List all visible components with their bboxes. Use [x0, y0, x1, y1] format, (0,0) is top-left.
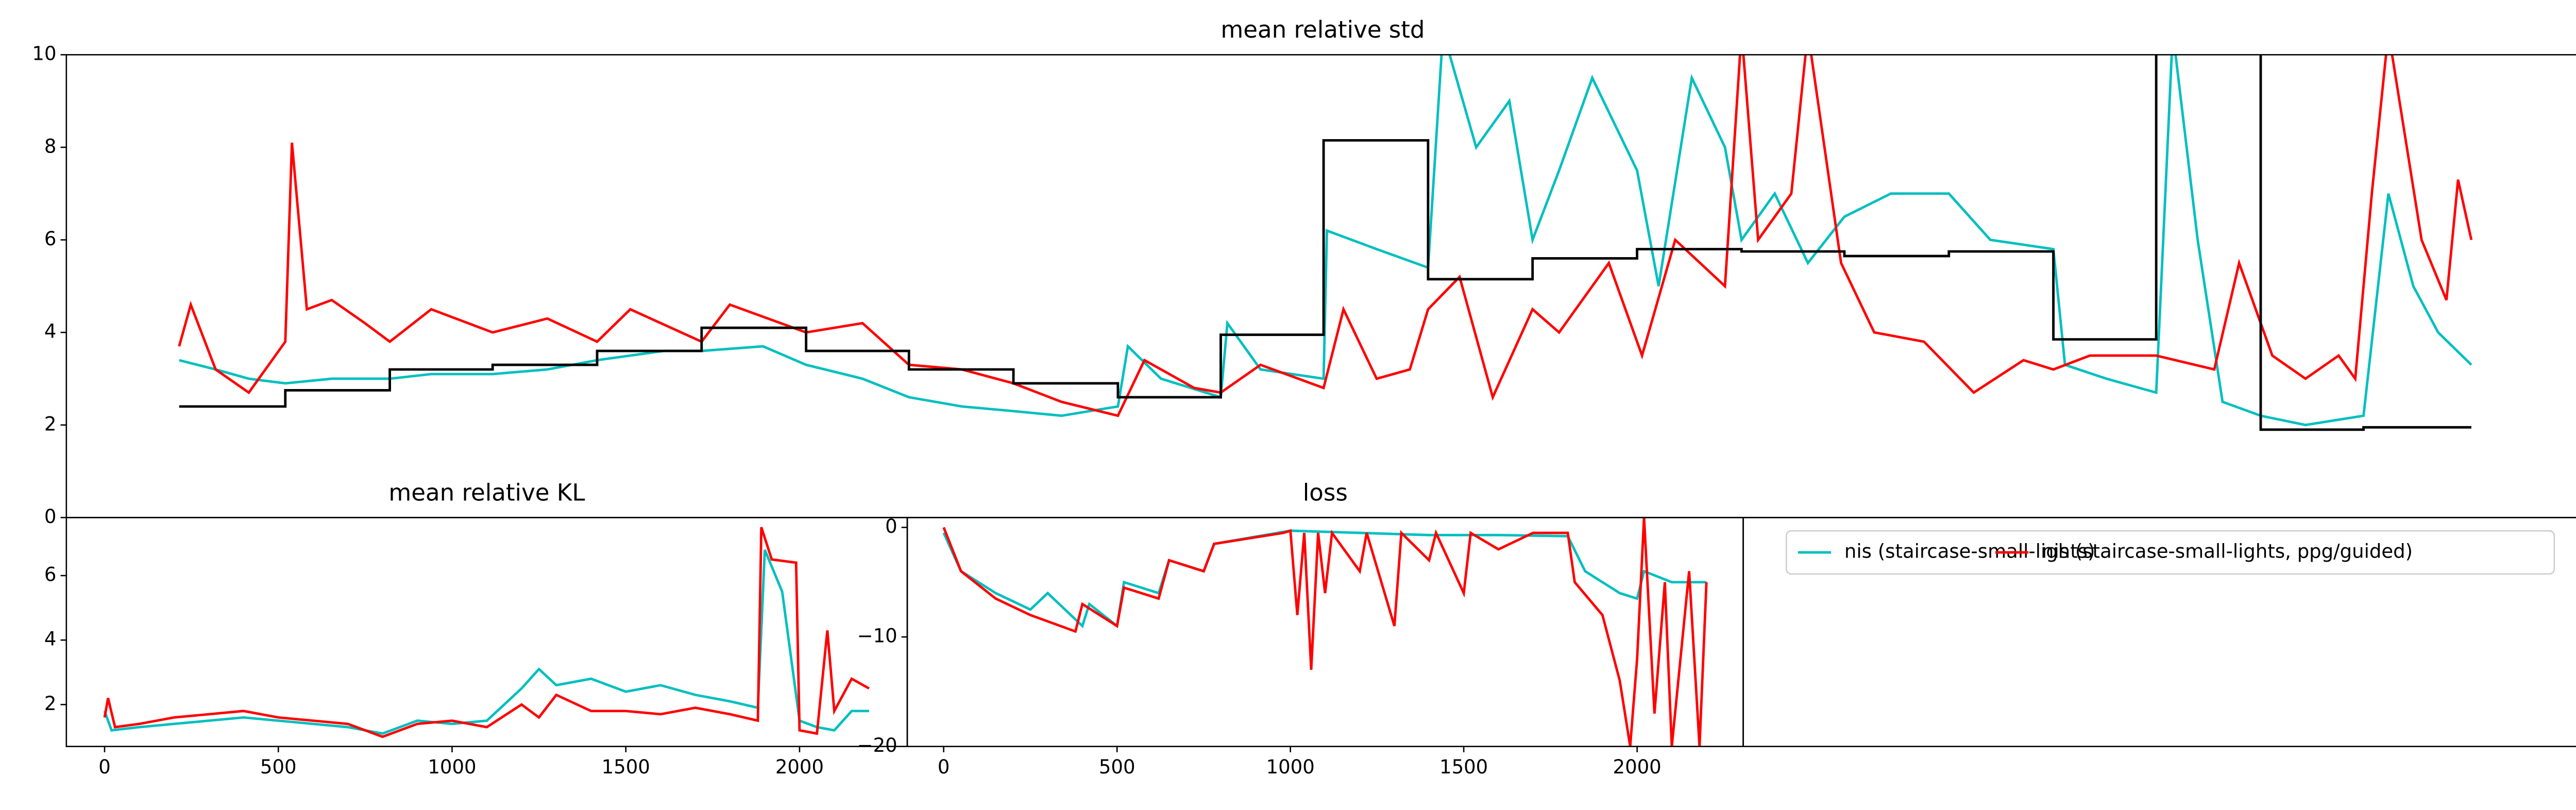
x-tick-label: 2000 [775, 756, 824, 778]
y-tick-label: −10 [857, 625, 897, 647]
x-tick-label: 0 [98, 756, 111, 778]
series-line [178, 55, 2473, 417]
series-line [103, 549, 869, 735]
x-tick-label: 1000 [428, 756, 476, 778]
y-tick-label: 8 [44, 135, 57, 157]
y-tick-label: −20 [857, 734, 897, 756]
chart-title: mean relative KL [388, 479, 585, 506]
legend-box [1785, 530, 2555, 575]
axes-frame [65, 54, 2576, 518]
series-line [179, 55, 2472, 427]
series-line [942, 529, 1707, 629]
axes-frame [906, 517, 1744, 747]
y-tick-label: 10 [32, 43, 56, 65]
series-line [942, 517, 1708, 747]
y-tick-label: 2 [44, 693, 57, 715]
y-tick-label: 0 [885, 515, 897, 537]
y-tick-label: 2 [44, 413, 57, 435]
x-tick-label: 0 [938, 756, 950, 778]
chart-title: mean relative std [1221, 16, 1425, 43]
chart-title: loss [1303, 479, 1348, 506]
legend-label: nis (staircase-small-lights, ppg/guided) [2042, 541, 2413, 563]
x-tick-label: 500 [1099, 756, 1136, 778]
x-tick-label: 2000 [1613, 756, 1662, 778]
axes-frame [1742, 517, 2576, 747]
x-tick-label: 1500 [1439, 756, 1488, 778]
x-tick-label: 1500 [602, 756, 650, 778]
axes-frame [65, 517, 908, 747]
y-tick-label: 6 [44, 564, 57, 586]
y-tick-label: 6 [44, 228, 57, 250]
series-line [179, 55, 2471, 431]
y-tick-label: 4 [44, 320, 57, 343]
y-tick-label: 4 [44, 628, 57, 650]
series-line [103, 527, 870, 738]
y-tick-label: 0 [44, 505, 57, 528]
x-tick-label: 1000 [1266, 756, 1315, 778]
x-tick-label: 500 [260, 756, 297, 778]
legend-label: nis (staircase-small-lights) [1844, 541, 2095, 563]
